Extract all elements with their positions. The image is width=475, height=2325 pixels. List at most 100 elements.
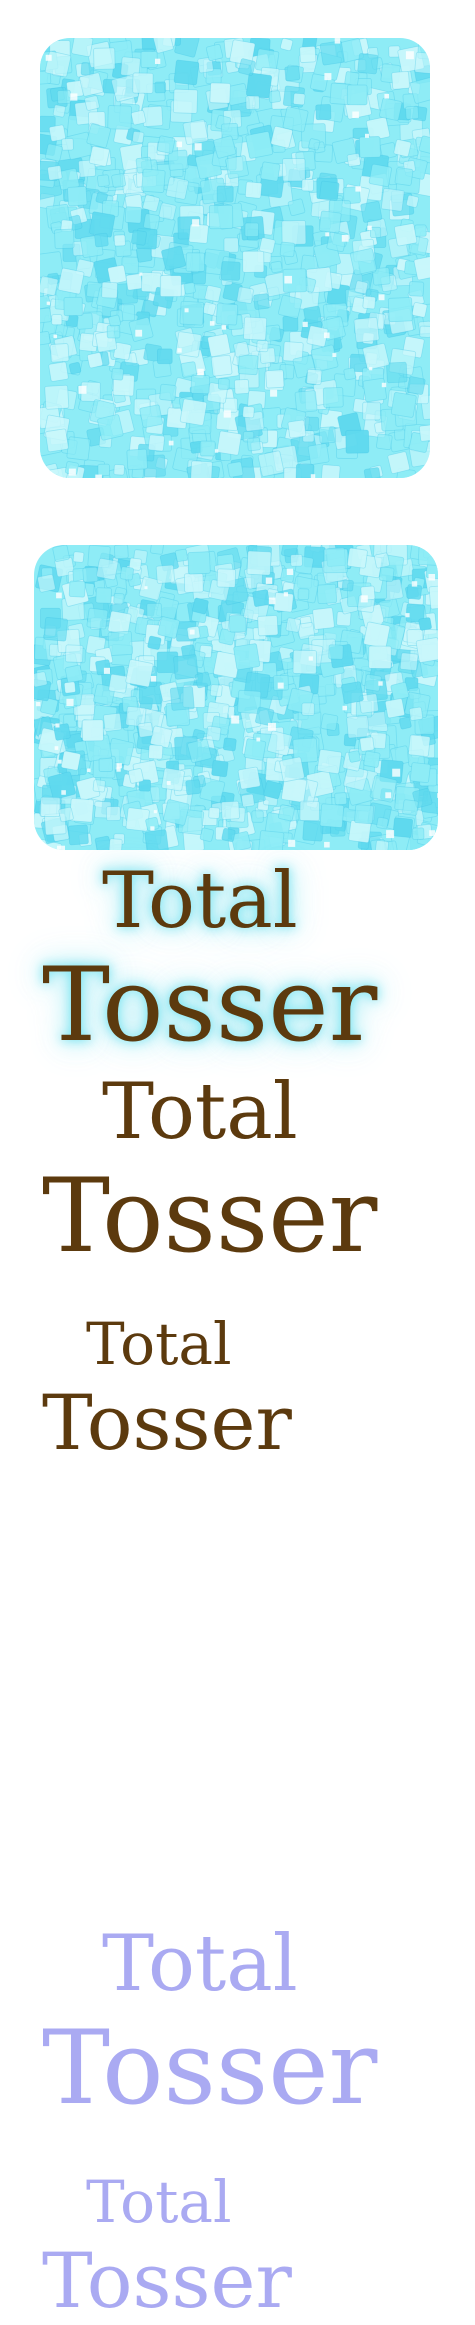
mosaic-tile [270,125,293,149]
mosaic-tile [48,124,66,142]
mosaic-tile [148,744,164,760]
mosaic-tile [251,810,264,823]
mosaic-gap [324,841,330,848]
mosaic-gap [36,701,41,707]
mosaic-gap [46,301,50,305]
mosaic-tile [216,568,237,588]
mosaic-tile [229,615,247,633]
mosaic-gap [150,676,157,682]
mosaic-tile [346,547,368,569]
mosaic-tile [411,302,428,318]
mosaic-tile [63,296,83,317]
tile-mosaic-top [40,38,430,478]
mosaic-tile [292,649,317,675]
mosaic-tile [82,566,99,583]
mosaic-gap [283,592,288,597]
mosaic-tile [244,222,259,237]
mosaic-gap [428,574,435,581]
mosaic-tile [147,635,162,650]
mosaic-tile [384,698,405,719]
mosaic-tile [285,617,301,633]
mosaic-tile [387,451,411,474]
mosaic-gap [176,141,182,148]
mosaic-tile [156,348,173,365]
mosaic-tile [297,588,310,601]
mosaic-tile [265,369,285,389]
mosaic-tile [68,580,86,598]
mosaic-tile [188,223,209,244]
mosaic-tile [132,131,145,144]
mosaic-tile [97,414,124,441]
mosaic-tile [322,387,344,408]
mosaic-tile [387,297,413,323]
mosaic-tile [165,176,189,200]
mosaic-tile [316,583,338,605]
mosaic-gap [221,325,227,330]
mosaic-tile [72,551,85,563]
mosaic-tile [280,545,299,558]
mosaic-tile [233,341,250,358]
mosaic-tile [44,384,70,410]
mosaic-tile [183,573,204,593]
mosaic-gap [369,367,373,371]
mosaic-tile [398,716,412,730]
mosaic-gap [177,348,182,353]
mosaic-tile [138,779,151,792]
mosaic-tile [304,416,320,431]
mosaic-tile [252,589,270,607]
mosaic-tile [40,307,52,324]
mosaic-tile [108,673,129,694]
mosaic-tile [68,824,89,846]
mosaic-gap [284,275,292,284]
mosaic-tile [96,557,119,581]
mosaic-tile [307,443,330,465]
mosaic-tile [205,725,222,742]
mosaic-gap [54,746,59,750]
mosaic-tile [408,706,424,721]
mosaic-gap [342,705,347,711]
mosaic-tile [169,686,195,711]
mosaic-tile [368,163,392,187]
mosaic-gap [302,321,308,327]
mosaic-tile [402,799,419,816]
mosaic-tile [405,603,425,623]
mosaic-gap [55,723,60,728]
mosaic-tile [113,234,126,247]
mosaic-gap [87,768,91,772]
mosaic-tile [386,361,408,384]
mosaic-tile [295,463,315,478]
mosaic-tile [128,768,144,784]
mosaic-tile [222,737,237,752]
mosaic-gap [268,722,276,731]
mosaic-tile [126,448,148,471]
mosaic-tile [86,352,104,369]
mosaic-tile [98,757,113,772]
mosaic-tile [243,738,267,761]
mosaic-tile [220,261,241,281]
mosaic-gap [168,440,174,446]
mosaic-tile [94,835,112,850]
mosaic-tile [107,105,132,130]
mosaic-tile [161,245,187,271]
mosaic-tile [210,354,233,377]
mosaic-tile [58,806,74,823]
mosaic-tile [299,800,320,822]
mosaic-tile [173,654,199,680]
mosaic-tile [345,429,370,454]
mosaic-tile [167,149,189,171]
mosaic-tile [101,281,119,299]
mosaic-tile [418,135,430,155]
mosaic-tile [390,392,417,418]
mosaic-tile [86,123,111,149]
mosaic-tile [52,104,66,118]
mosaic-tile [138,576,163,601]
mosaic-tile [363,750,381,768]
mosaic-tile [56,89,72,105]
mosaic-tile [173,59,200,86]
logo-faded-large-word-total: Total [102,1919,298,2009]
mosaic-tile [418,617,432,631]
mosaic-gap [153,810,157,814]
mosaic-gap [70,93,78,101]
mosaic-tile [204,285,222,303]
mosaic-tile [360,201,383,223]
